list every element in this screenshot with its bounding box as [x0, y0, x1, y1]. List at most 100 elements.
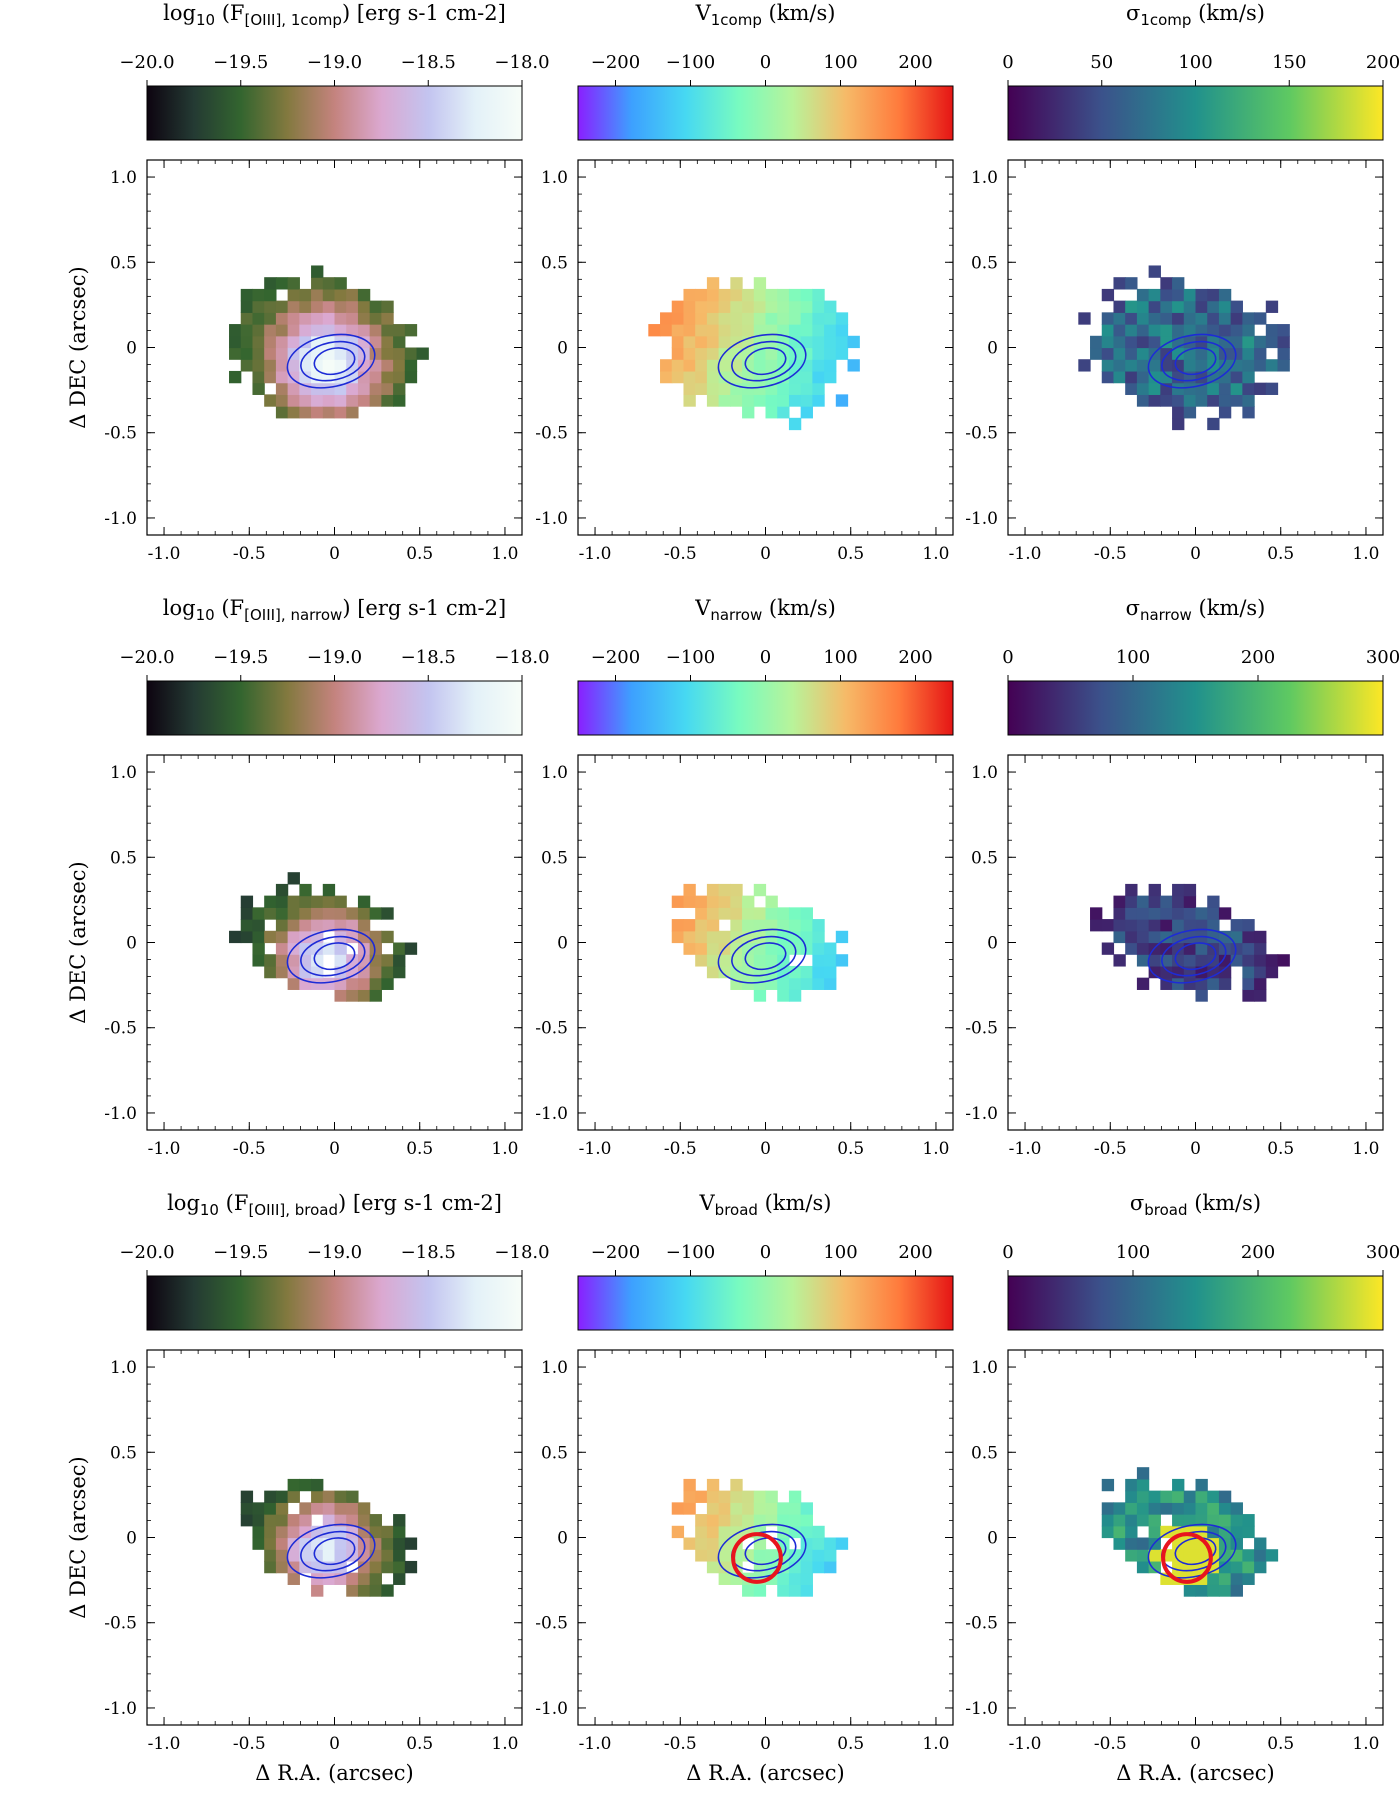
map-pixel — [1242, 1525, 1255, 1539]
map-pixel — [1136, 1549, 1150, 1562]
y-tick-label: -1.0 — [965, 1104, 998, 1124]
panel-2-1: log10 (F[OIII], narrow) [erg s-1 cm-2] −2… — [66, 596, 550, 1159]
x-tick-label: 0 — [760, 1139, 771, 1159]
map-pixel — [299, 324, 312, 337]
map-pixel — [753, 919, 767, 932]
map-pixel — [1101, 324, 1115, 337]
colorbar-tick-label: 300 — [1366, 647, 1400, 668]
map-pixel — [381, 1525, 394, 1539]
map-pixel — [1136, 312, 1150, 325]
map-pixel — [824, 347, 837, 360]
map-pixel — [1160, 942, 1173, 955]
map-pixel — [381, 370, 394, 384]
map-pixel — [671, 300, 685, 313]
y-tick-label: -0.5 — [965, 1614, 998, 1634]
map-pixel — [1125, 1537, 1138, 1550]
map-pixel — [346, 382, 359, 395]
map-pixel — [240, 895, 254, 908]
map-pixel — [824, 359, 837, 372]
map-pixel — [695, 919, 708, 932]
map-pixel — [357, 977, 371, 990]
x-tick-label: -0.5 — [664, 1139, 697, 1159]
map-pixel — [322, 406, 336, 419]
x-tick-label: 0.5 — [837, 1734, 864, 1754]
colorbar-tick-label: −19.5 — [213, 1242, 268, 1263]
map-pixel — [683, 382, 696, 395]
map-pixel — [404, 370, 418, 384]
map-pixel — [287, 288, 300, 302]
map-pixel — [357, 965, 371, 979]
map-pixel — [730, 895, 743, 908]
colorbar-tick-label: 100 — [1178, 52, 1212, 73]
map-pixel — [730, 324, 743, 337]
map-pixel — [346, 300, 359, 313]
map-pixel — [800, 1525, 813, 1539]
map-pixel — [777, 977, 790, 990]
map-pixel — [1230, 394, 1243, 407]
map-pixel — [800, 1514, 813, 1527]
map-pixel — [812, 382, 825, 395]
map-pixel — [742, 1514, 755, 1527]
map-pixel — [334, 1514, 347, 1527]
map-pixel — [1207, 1514, 1220, 1527]
map-pixel — [275, 919, 289, 932]
x-tick-label: 1.0 — [922, 1734, 949, 1754]
map-pixel — [835, 930, 849, 944]
map-pixel — [1183, 382, 1197, 395]
map-pixel — [718, 1560, 731, 1574]
x-tick-label: 0.5 — [1267, 1139, 1294, 1159]
map-pixel — [788, 965, 802, 979]
map-pixel — [800, 942, 813, 955]
map-pixel — [1172, 883, 1185, 897]
colorbar-tick-label: −18.5 — [401, 647, 456, 668]
contour-line — [717, 333, 807, 389]
map-pixel — [1265, 335, 1279, 349]
map-pixel — [240, 919, 254, 932]
map-pixel — [1242, 965, 1255, 979]
map-pixel — [1160, 324, 1173, 337]
map-pixel — [753, 394, 767, 407]
map-pixel — [357, 1584, 371, 1597]
map-pixel — [1230, 324, 1243, 337]
contour-line — [1161, 340, 1227, 382]
map-pixel — [1254, 382, 1267, 395]
map-pixel — [1125, 883, 1138, 897]
colorbar-tick-label: 200 — [898, 647, 932, 668]
map-pixel — [1277, 324, 1290, 337]
map-pixel — [264, 324, 277, 337]
map-pixel — [1125, 370, 1138, 384]
colorbar-tick-label: −100 — [666, 1242, 715, 1263]
map-pixel — [369, 930, 382, 944]
map-pixel — [1242, 1572, 1255, 1585]
map-pixel — [1148, 324, 1161, 337]
map-pixel — [824, 1560, 837, 1574]
map-pixel — [240, 907, 254, 920]
map-pixel — [299, 288, 312, 302]
x-tick-label: 0 — [329, 1734, 340, 1754]
map-pixel — [1172, 907, 1185, 920]
map-pixel — [381, 1584, 394, 1597]
y-axis-label: Δ DEC (arcsec) — [66, 1456, 90, 1618]
x-tick-label: -0.5 — [233, 1139, 266, 1159]
map-pixel — [275, 942, 289, 955]
colorbar-tick-label: −18.5 — [401, 52, 456, 73]
map-pixel — [287, 872, 300, 885]
map-pixel — [1113, 359, 1126, 372]
map-pixel — [287, 965, 300, 979]
map-pixel — [753, 288, 767, 302]
map-pixel — [695, 382, 708, 395]
map-pixel — [393, 382, 406, 395]
contour-line — [286, 1523, 376, 1579]
x-tick-label: -1.0 — [579, 1139, 612, 1159]
x-tick-label: -0.5 — [1094, 1139, 1127, 1159]
map-pixel — [1160, 359, 1173, 372]
map-pixel — [299, 300, 312, 313]
map-pixel — [1183, 312, 1197, 325]
map-pixel — [1136, 1514, 1150, 1527]
map-pixel — [287, 907, 300, 920]
contour-line — [717, 1523, 807, 1579]
map-pixel — [777, 989, 790, 1002]
map-pixel — [1125, 1525, 1138, 1539]
map-pixel — [311, 394, 324, 407]
map-pixel — [777, 1502, 790, 1515]
